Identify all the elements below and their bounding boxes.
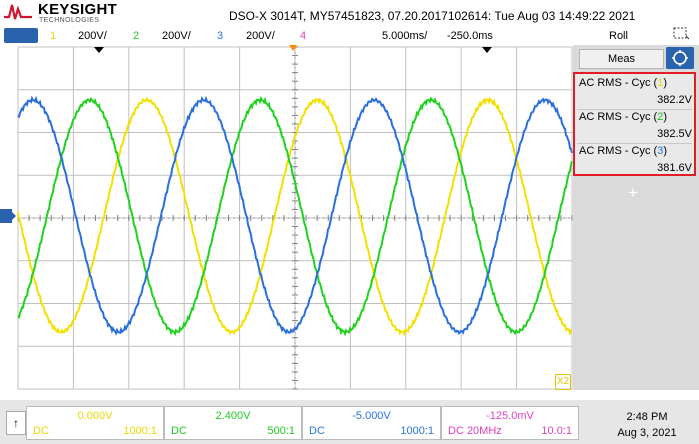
channel-offset: -5.000V xyxy=(352,410,391,422)
channel-coupling: DC 20MHz xyxy=(448,425,502,437)
measurement-label-close: ) xyxy=(663,77,668,89)
channel-3-waveform xyxy=(17,95,573,336)
channel-1-tab[interactable] xyxy=(4,28,38,43)
measurement-value: 382.2V xyxy=(657,94,692,106)
channel-coupling: DC xyxy=(33,425,49,437)
measurement-channel: 2 xyxy=(657,111,664,123)
screen-menu-icon[interactable] xyxy=(672,25,690,41)
channel-offset: 0.000V xyxy=(77,410,113,422)
meas-button[interactable]: Meas xyxy=(579,49,664,69)
channel-1-waveform xyxy=(17,96,573,337)
scope-display xyxy=(0,45,573,391)
channel-3-number[interactable]: 3 xyxy=(217,30,224,42)
channel-2-number[interactable]: 2 xyxy=(133,30,140,42)
divider xyxy=(577,143,692,144)
measurement-results: AC RMS - Cyc (1) 382.2V AC RMS - Cyc (2)… xyxy=(573,72,696,176)
channel-1-settings[interactable]: 0.000V DC 1000:1 xyxy=(26,406,164,440)
graticule-grid xyxy=(0,45,573,391)
up-arrow-icon[interactable]: ↑ xyxy=(6,411,26,435)
measurement-value: 382.5V xyxy=(657,128,692,140)
roll-mode-label: Roll xyxy=(609,30,628,42)
keysight-logo-icon xyxy=(4,4,32,20)
cursor-x2-marker[interactable]: X2 xyxy=(555,374,571,390)
channel-probe: 500:1 xyxy=(267,425,295,437)
channel-1-number[interactable]: 1 xyxy=(50,30,57,42)
clock-date: Aug 3, 2021 xyxy=(617,427,677,439)
measurement-label-close: ) xyxy=(663,145,668,157)
channel-coupling: DC xyxy=(309,425,325,437)
ground-marker-icon xyxy=(0,209,16,223)
measurement-settings-icon[interactable] xyxy=(666,47,694,69)
trigger-marker-icon xyxy=(94,45,492,53)
brand-name: KEYSIGHT xyxy=(38,1,118,18)
channel-probe: 10.0:1 xyxy=(541,425,572,437)
instrument-title: DSO-X 3014T, MY57451823, 07.20.201710261… xyxy=(229,9,636,23)
channel-1-scale[interactable]: 200V/ xyxy=(78,30,107,42)
channel-bar: 1 200V/ 2 200V/ 3 200V/ 4 5.000ms/ -250.… xyxy=(0,28,573,45)
channel-4-number[interactable]: 4 xyxy=(300,30,307,42)
channel-2-waveform xyxy=(17,95,573,337)
channel-offset: -125.0mV xyxy=(486,410,534,422)
channel-3-scale[interactable]: 200V/ xyxy=(246,30,275,42)
channel-offset: 2.400V xyxy=(215,410,251,422)
channel-coupling: DC xyxy=(171,425,187,437)
measurement-label: AC RMS - Cyc ( xyxy=(579,77,658,89)
divider xyxy=(577,109,692,110)
measurement-label: AC RMS - Cyc ( xyxy=(579,145,658,157)
measurement-label: AC RMS - Cyc ( xyxy=(579,111,658,123)
measurement-channel: 3 xyxy=(657,145,664,157)
channel-probe: 1000:1 xyxy=(400,425,434,437)
channel-2-scale[interactable]: 200V/ xyxy=(162,30,191,42)
timebase-readout[interactable]: 5.000ms/ xyxy=(382,30,428,42)
clock-time: 2:48 PM xyxy=(626,411,668,423)
channel-2-settings[interactable]: 2.400V DC 500:1 xyxy=(164,406,302,440)
measurement-channel: 1 xyxy=(657,77,664,89)
channel-3-settings[interactable]: -5.000V DC 1000:1 xyxy=(302,406,441,440)
add-measurement-button[interactable]: + xyxy=(628,183,638,202)
measurement-label-close: ) xyxy=(663,111,668,123)
delay-readout[interactable]: -250.0ms xyxy=(447,30,493,42)
measurement-value: 381.6V xyxy=(657,162,692,174)
brand-subtitle: TECHNOLOGIES xyxy=(39,17,100,24)
channel-probe: 1000:1 xyxy=(123,425,157,437)
channel-4-settings[interactable]: -125.0mV DC 20MHz 10.0:1 xyxy=(441,406,579,440)
